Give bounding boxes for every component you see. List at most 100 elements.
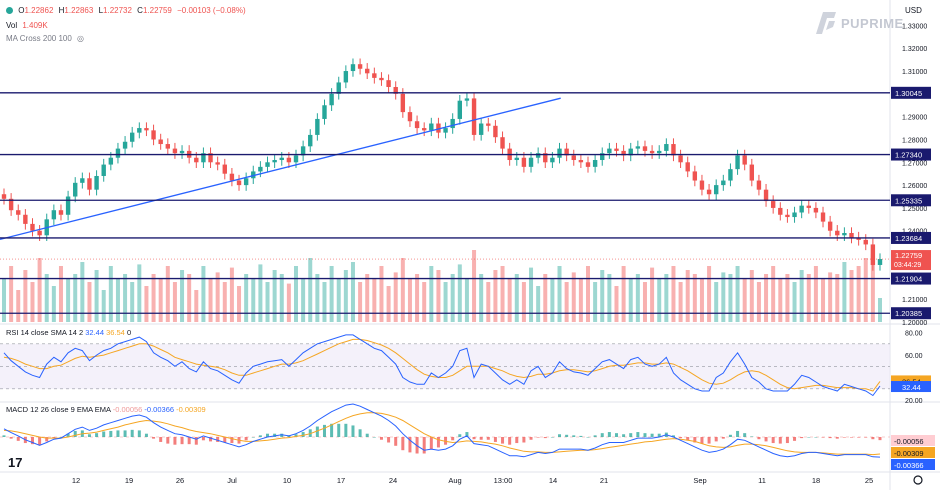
ma-label: MA Cross 200 100 (6, 34, 72, 43)
candle-body (728, 169, 733, 181)
volume-bar (749, 270, 754, 322)
candle-body (165, 144, 171, 149)
macd-hist-bar (871, 437, 875, 440)
volume-bar (372, 278, 377, 322)
volume-bar (108, 266, 113, 322)
macd-hist-bar (657, 433, 661, 437)
volume-bar (400, 258, 405, 322)
hidden-eye-icon[interactable]: ◎ (77, 34, 85, 43)
volume-bar (521, 282, 526, 322)
time-tick-label: 18 (812, 476, 820, 485)
macd-hist-bar (600, 433, 604, 437)
currency-label[interactable]: USD (905, 6, 922, 15)
macd-hist-bar (757, 437, 761, 440)
time-tick-label: 10 (283, 476, 291, 485)
macd-hist-bar (422, 437, 426, 454)
macd-hist-bar (387, 437, 391, 443)
macd-hist-bar (273, 433, 277, 437)
macd-hist-bar (764, 437, 768, 442)
macd-hist-bar (223, 437, 227, 443)
volume-bar (479, 274, 484, 322)
volume-bar (842, 262, 847, 322)
candle-body (80, 178, 85, 183)
volume-bar (600, 270, 605, 322)
macd-hist-bar (87, 434, 91, 437)
volume-bar (358, 282, 363, 322)
macd-hist-bar (444, 437, 448, 445)
time-tick-label: 24 (389, 476, 397, 485)
macd-hist-bar (736, 430, 740, 437)
macd-hist-bar (728, 434, 732, 437)
candle-body (94, 175, 99, 190)
candle-body (806, 205, 811, 208)
candle-body (749, 164, 755, 181)
settings-gear-icon[interactable] (913, 475, 923, 485)
candle-body (1, 194, 7, 199)
volume-bar (863, 258, 868, 322)
macd-hist-bar (515, 437, 519, 444)
volume-bar (343, 270, 348, 322)
candle-body (621, 150, 626, 156)
candle-body (350, 64, 356, 72)
macd-hist-bar (508, 437, 512, 445)
level-tag (891, 86, 931, 99)
level-tag-label: 1.20385 (895, 309, 922, 318)
candle-body (706, 189, 712, 195)
macd-hist-bar (707, 437, 711, 444)
volume-bar (464, 278, 469, 322)
volume-bar (849, 270, 854, 322)
macd-hist-bar (59, 437, 63, 438)
level-tag (891, 194, 931, 207)
volume-bar (536, 286, 541, 322)
candle-body (835, 230, 840, 236)
volume-bar (9, 266, 14, 322)
price-tick-label: 1.20000 (902, 320, 927, 327)
candle-body (521, 157, 527, 167)
candle-body (293, 155, 299, 163)
price-tick-label: 1.33000 (902, 23, 927, 30)
volume-bar (2, 278, 6, 322)
candle-body (65, 196, 71, 215)
macd-hist-bar (543, 437, 547, 439)
macd-hist-bar (45, 437, 49, 442)
volume-bar (180, 270, 185, 322)
volume-bar (322, 282, 327, 322)
candle-body (543, 153, 548, 163)
macd-hist-bar (593, 435, 597, 437)
volume-bar (878, 298, 882, 322)
candle-body (877, 259, 883, 265)
macd-hist-bar (144, 433, 148, 437)
volume-bar (642, 282, 647, 322)
macd-hist-bar (102, 431, 106, 437)
volume-bar (742, 278, 747, 322)
close-label: C (137, 6, 143, 15)
volume-bar (507, 278, 512, 322)
rsi-tag-label: 32.44 (902, 383, 921, 392)
candle-body (137, 128, 142, 133)
candle-body (842, 233, 847, 236)
candle-body (115, 148, 121, 158)
candle-body (770, 201, 776, 208)
ma-legend[interactable]: MA Cross 200 100 ◎ (6, 34, 87, 43)
macd-hist-bar (793, 437, 797, 441)
rsi-tick-label: 60.00 (905, 353, 923, 360)
eye-icon[interactable] (6, 7, 13, 15)
candle-body (685, 162, 690, 172)
macd-hist-bar (73, 430, 77, 437)
macd-hist-bar (558, 434, 562, 437)
volume-bar (279, 274, 284, 322)
candle-series (1, 58, 883, 271)
current-price-tag (891, 250, 931, 271)
volume-bar (721, 272, 726, 322)
volume-bar (350, 262, 355, 322)
candle-body (179, 150, 185, 154)
candle-body (215, 162, 220, 165)
candle-body (393, 87, 398, 94)
candle-body (820, 212, 826, 222)
volume-bar (244, 274, 249, 322)
macd-hist-bar (743, 433, 747, 437)
candle-body (713, 185, 719, 195)
rsi-legend-value: 36.54 (106, 328, 127, 337)
level-tag (891, 307, 931, 320)
